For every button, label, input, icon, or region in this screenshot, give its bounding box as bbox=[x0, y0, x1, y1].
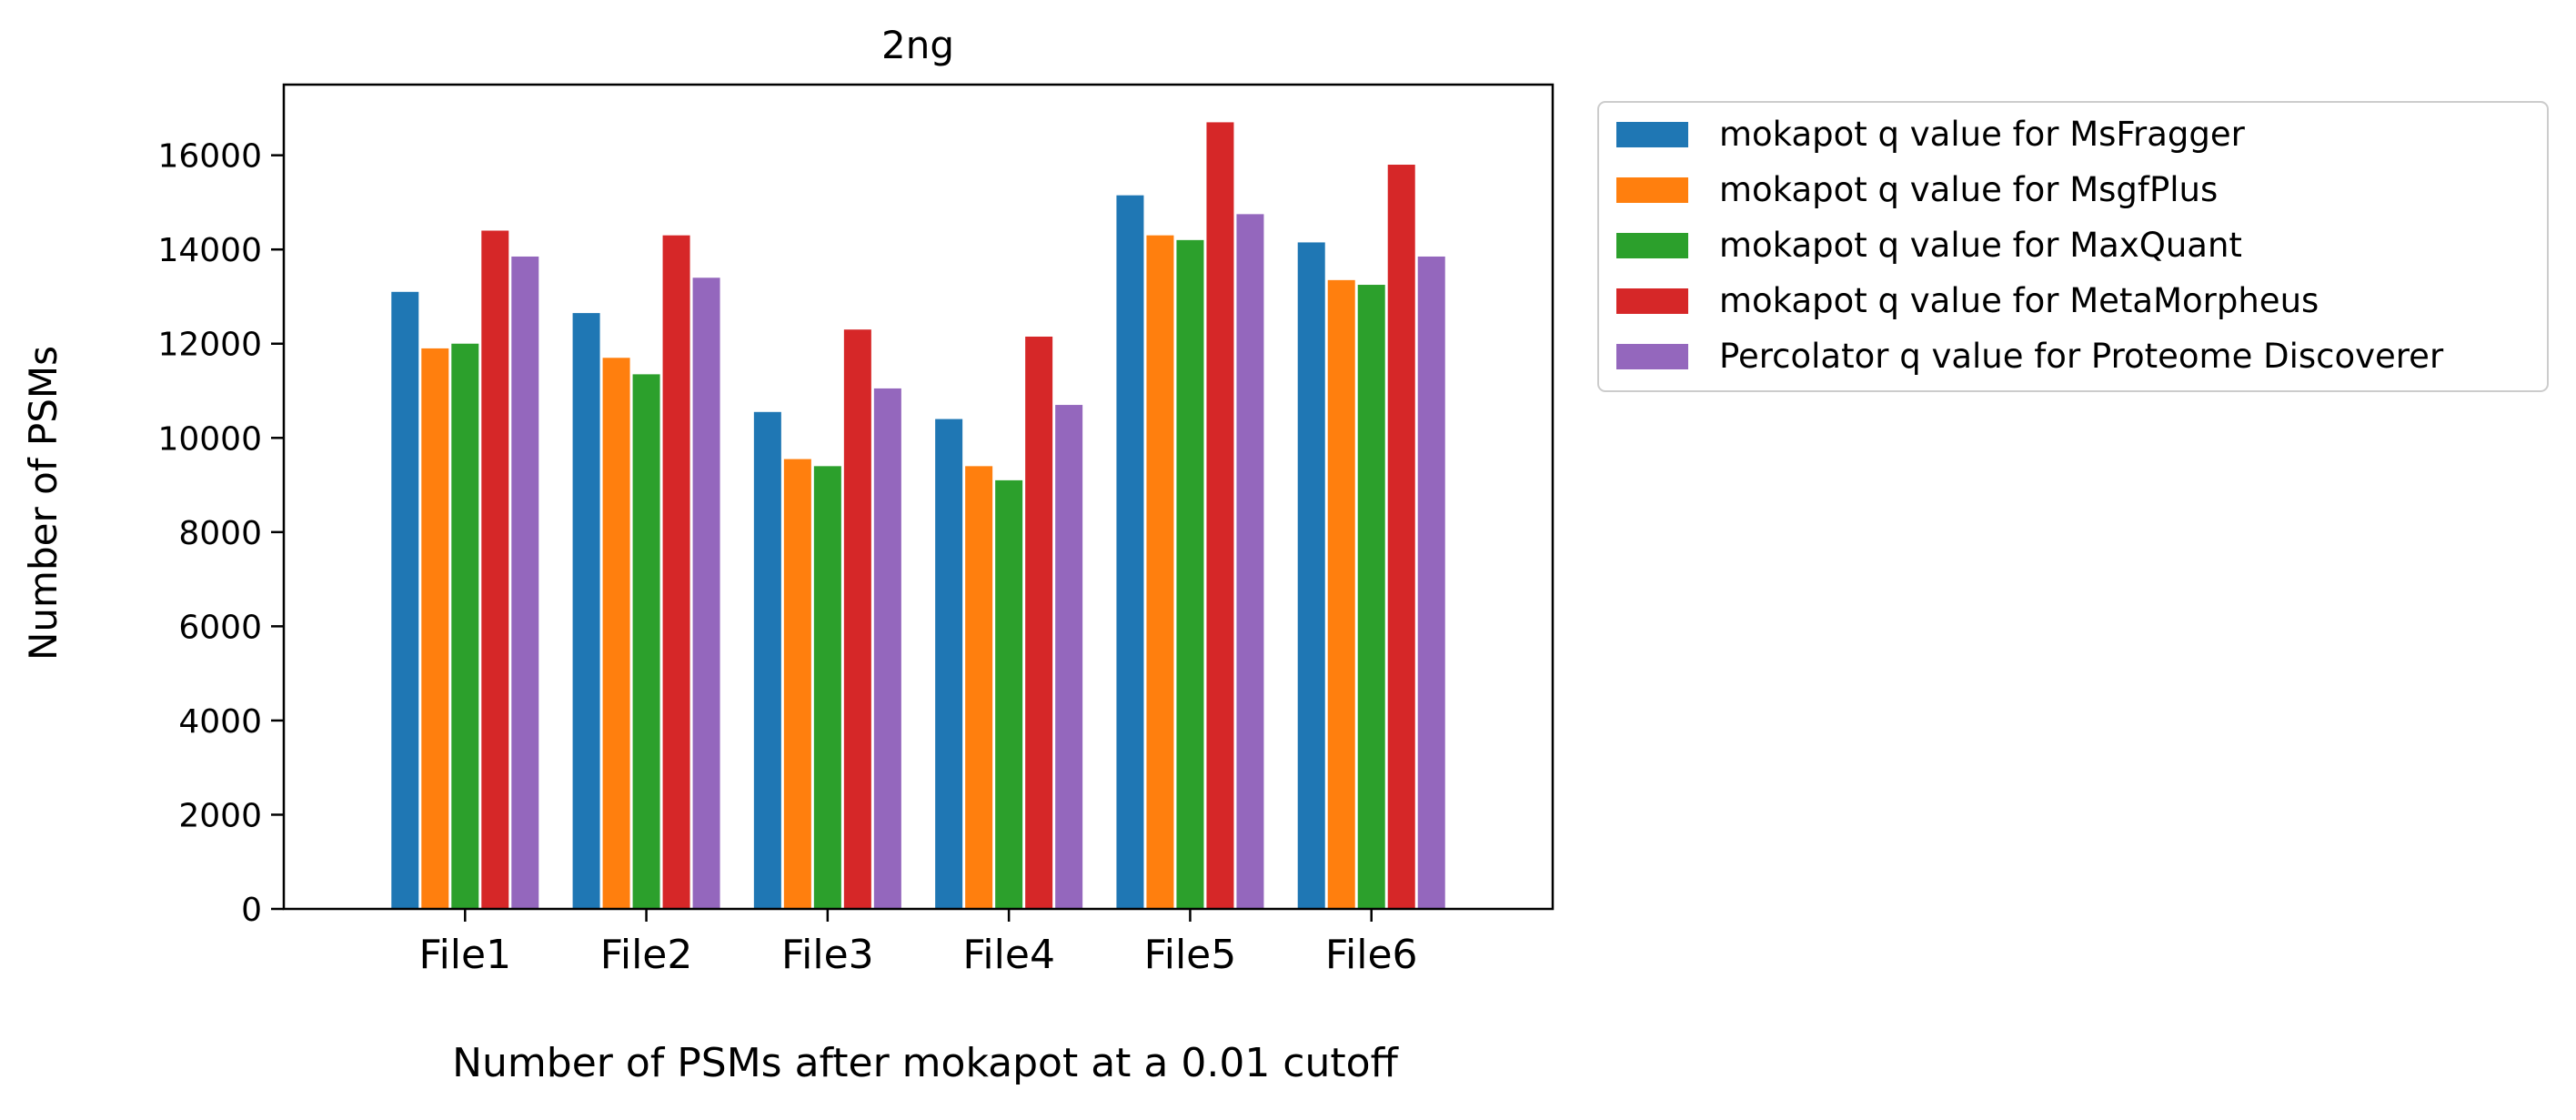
legend: mokapot q value for MsFragger mokapot q v… bbox=[1597, 101, 2549, 392]
legend-swatch bbox=[1616, 177, 1688, 203]
bar bbox=[965, 466, 993, 909]
bar bbox=[873, 388, 901, 909]
legend-label: mokapot q value for MetaMorpheus bbox=[1719, 281, 2319, 320]
bar bbox=[632, 374, 660, 909]
y-axis-ticks: 0 2000 4000 6000 8000 10000 12000 14000 16000 bbox=[157, 138, 284, 929]
bar bbox=[662, 235, 690, 909]
y-tick-label: 4000 bbox=[178, 703, 262, 741]
legend-swatch bbox=[1616, 233, 1688, 258]
bar bbox=[1025, 336, 1053, 909]
y-tick-label: 0 bbox=[241, 892, 262, 929]
bar bbox=[1176, 239, 1204, 909]
bar bbox=[511, 256, 539, 910]
bar bbox=[813, 466, 841, 909]
x-tick-label: File4 bbox=[962, 932, 1055, 978]
legend-label: mokapot q value for MsgfPlus bbox=[1719, 170, 2218, 209]
bar bbox=[843, 329, 871, 909]
y-tick-label: 2000 bbox=[178, 797, 262, 834]
bar bbox=[692, 277, 720, 910]
legend-label: mokapot q value for MsFragger bbox=[1719, 115, 2246, 154]
legend-swatch bbox=[1616, 344, 1688, 369]
bar bbox=[783, 459, 811, 909]
x-tick-label: File3 bbox=[781, 932, 874, 978]
x-tick-label: File5 bbox=[1144, 932, 1237, 978]
y-tick-label: 14000 bbox=[157, 232, 262, 269]
y-tick-label: 8000 bbox=[178, 515, 262, 552]
plot-frame bbox=[282, 83, 1555, 911]
legend-swatch bbox=[1616, 288, 1688, 314]
x-tick-label: File2 bbox=[600, 932, 693, 978]
bar bbox=[1357, 285, 1385, 909]
bar bbox=[1055, 405, 1083, 909]
bar bbox=[1387, 165, 1415, 910]
x-tick-label: File1 bbox=[418, 932, 511, 978]
x-axis-ticks: File1 File2 File3 File4 File5 File6 bbox=[418, 909, 1418, 978]
bar bbox=[572, 313, 600, 909]
bar bbox=[1417, 256, 1445, 910]
bar bbox=[421, 348, 449, 909]
bar bbox=[451, 343, 479, 909]
legend-label: Percolator q value for Proteome Discover… bbox=[1719, 337, 2444, 376]
y-tick-label: 10000 bbox=[157, 420, 262, 458]
y-axis-label: Number of PSMs bbox=[21, 346, 65, 661]
legend-label: mokapot q value for MaxQuant bbox=[1719, 226, 2242, 265]
bar bbox=[1146, 235, 1174, 909]
bar bbox=[1116, 195, 1144, 910]
bar bbox=[1327, 279, 1355, 909]
x-axis-label: Number of PSMs after mokapot at a 0.01 c… bbox=[452, 1040, 1399, 1086]
bar bbox=[391, 291, 419, 909]
y-tick-label: 6000 bbox=[178, 609, 262, 646]
x-tick-label: File6 bbox=[1325, 932, 1418, 978]
bars-layer bbox=[391, 122, 1445, 910]
y-tick-label: 16000 bbox=[157, 138, 262, 176]
bar bbox=[481, 230, 509, 909]
bar bbox=[1206, 122, 1234, 910]
bar bbox=[935, 419, 963, 909]
y-tick-label: 12000 bbox=[157, 327, 262, 364]
chart-title: 2ng bbox=[881, 23, 954, 67]
bar bbox=[753, 411, 781, 910]
bar bbox=[1236, 214, 1264, 909]
bar bbox=[602, 358, 630, 909]
legend-swatch bbox=[1616, 122, 1688, 147]
bar bbox=[1297, 242, 1325, 909]
legend-frame bbox=[1597, 101, 2549, 392]
bar bbox=[995, 479, 1023, 909]
